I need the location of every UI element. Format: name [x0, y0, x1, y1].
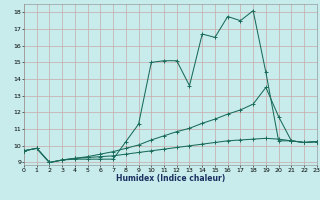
X-axis label: Humidex (Indice chaleur): Humidex (Indice chaleur) [116, 174, 225, 183]
